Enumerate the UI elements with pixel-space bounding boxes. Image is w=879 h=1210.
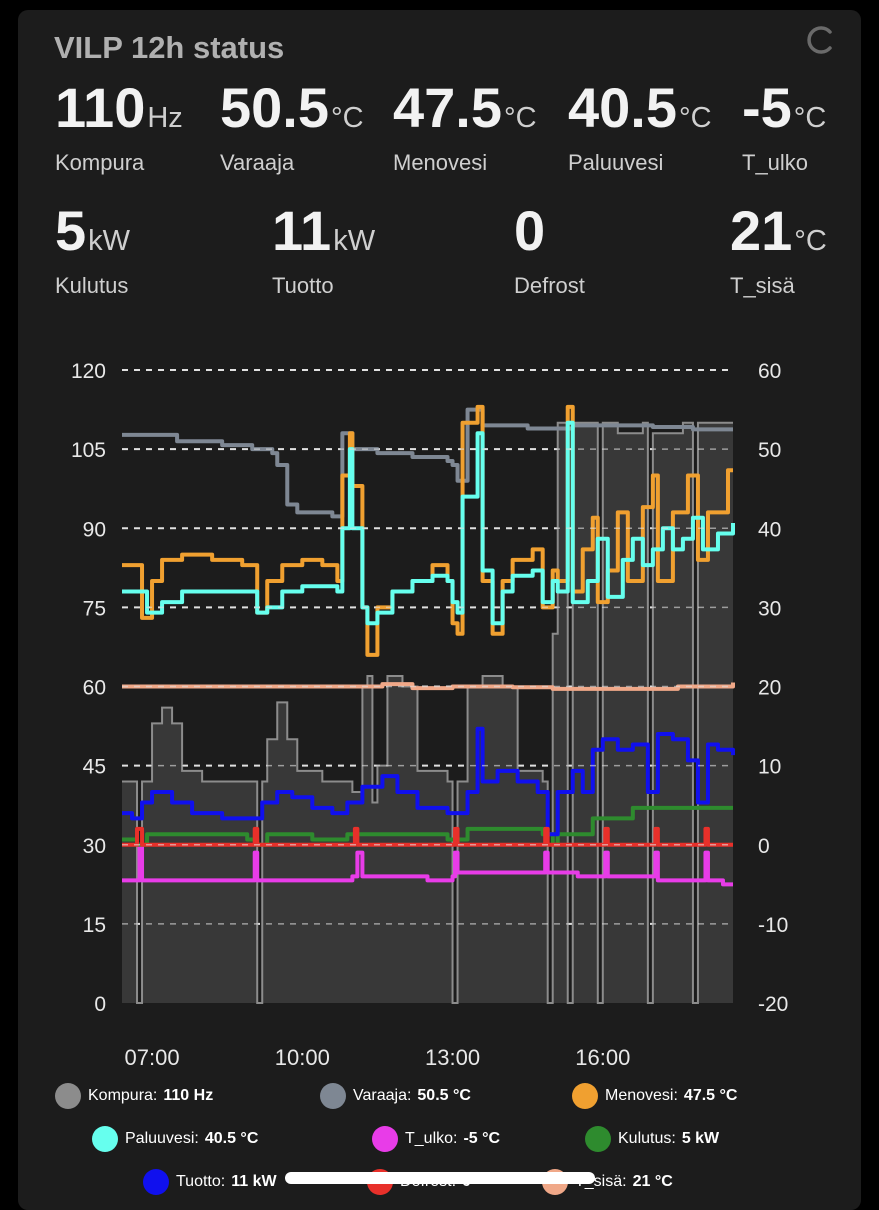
series-kompura-line [122,421,733,1004]
legend-dot-icon [143,1169,169,1195]
series-menovesi-line [122,404,733,657]
legend-item-kompura[interactable]: Kompura: 110 Hz [55,1083,213,1109]
series-kompura-area [122,422,733,1003]
x-tick-label: 16:00 [575,1045,630,1070]
home-indicator[interactable] [285,1172,595,1184]
y-right-tick-label: 40 [758,518,781,541]
series-tuotto-line [122,726,735,837]
stat-label: Varaaja [220,150,295,175]
stat-paluuvesi: 40.5°C Paluuvesi [568,80,712,176]
legend-dot-icon [585,1126,611,1152]
stat-t_sisä: 21°C T_sisä [730,203,827,299]
y-left-tick-label: 120 [71,360,106,383]
stat-varaaja: 50.5°C Varaaja [220,80,364,176]
stat-unit: °C [794,225,827,257]
legend-dot-icon [92,1126,118,1152]
series-varaaja-line [122,407,733,519]
stat-label: Menovesi [393,150,488,175]
legend-item-paluuvesi[interactable]: Paluuvesi: 40.5 °C [92,1126,258,1152]
stat-defrost: 0 Defrost [514,203,585,299]
y-left-tick-label: 90 [83,518,106,541]
loading-spinner-icon[interactable] [806,26,834,54]
legend-item-t-ulko[interactable]: T_ulko: -5 °C [372,1126,500,1152]
stat-label: T_sisä [730,273,795,298]
legend-item-menovesi[interactable]: Menovesi: 47.5 °C [572,1083,737,1109]
stat-label: Kulutus [55,273,129,298]
stat-value: 40.5 [568,76,677,139]
stat-value: 11 [272,199,332,262]
stat-unit: kW [333,225,376,257]
y-right-tick-label: 0 [758,835,770,858]
y-right-tick-label: 50 [758,439,781,462]
stat-kulutus: 5kW Kulutus [55,203,130,299]
stat-value: 0 [514,199,546,262]
y-left-tick-label: 60 [83,677,106,700]
legend-value: 11 kW [231,1173,277,1190]
stat-unit: kW [88,225,131,257]
legend-value: 40.5 °C [204,1130,259,1147]
legend-item-varaaja[interactable]: Varaaja: 50.5 °C [320,1083,471,1109]
legend-label: Varaaja: [353,1087,412,1104]
legend-dot-icon [55,1083,81,1109]
y-right-tick-label: 10 [758,756,781,779]
legend-value: 21 °C [632,1173,673,1190]
series-t-sis--line [122,682,735,691]
card-title: VILP 12h status [54,30,285,65]
stat-value: -5 [742,76,792,139]
legend-label: T_ulko: [405,1130,458,1147]
y-left-tick-label: 75 [83,597,106,620]
y-right-tick-label: 60 [758,360,781,383]
legend-item-kulutus[interactable]: Kulutus: 5 kW [585,1126,719,1152]
stat-unit: °C [504,102,537,134]
legend-value: -5 °C [463,1130,501,1147]
legend-label: Menovesi: [605,1087,678,1104]
series-t-ulko-line [122,842,733,887]
stat-value: 5 [55,199,87,262]
legend-dot-icon [572,1083,598,1109]
legend-value: 110 Hz [163,1087,214,1104]
stat-value: 50.5 [220,76,329,139]
legend-dot-icon [372,1126,398,1152]
legend-item-tuotto[interactable]: Tuotto: 11 kW [143,1169,277,1195]
stat-label: T_ulko [742,150,809,175]
y-right-tick-label: 20 [758,677,781,700]
y-right-tick-label: -20 [758,993,788,1016]
y-left-tick-label: 45 [83,756,106,779]
stat-label: Kompura [55,150,145,175]
legend-dot-icon [320,1083,346,1109]
x-tick-label: 10:00 [275,1045,330,1070]
stat-unit: °C [331,102,364,134]
stat-t_ulko: -5°C T_ulko [742,80,826,176]
legend-label: Kompura: [88,1087,158,1104]
y-left-tick-label: 0 [94,993,106,1016]
stat-value: 21 [730,199,793,262]
stat-label: Defrost [514,273,585,298]
legend-value: 50.5 °C [417,1087,471,1104]
stat-unit: °C [793,102,827,134]
y-left-tick-label: 15 [83,914,106,937]
y-left-tick-label: 30 [83,835,106,858]
stat-unit: °C [679,102,712,134]
stat-menovesi: 47.5°C Menovesi [393,80,537,176]
x-tick-label: 13:00 [425,1045,480,1070]
legend-label: Kulutus: [618,1130,676,1147]
series-kulutus-line [122,805,733,847]
y-left-tick-label: 105 [71,439,106,462]
x-tick-label: 07:00 [125,1045,180,1070]
y-right-tick-label: 30 [758,597,781,620]
stat-value: 47.5 [393,76,502,139]
history-chart: 120 60 105 50 90 40 75 30 60 20 45 10 30 0 15 -10 0 -20 07… [71,360,788,1070]
stat-kompura: 110Hz Kompura [55,80,183,176]
y-right-tick-label: -10 [758,914,788,937]
stat-value: 110 [55,76,146,139]
legend-value: 47.5 °C [683,1087,738,1104]
stat-unit: Hz [147,102,183,134]
legend-value: 5 kW [681,1130,720,1147]
series-paluuvesi-line [122,420,735,626]
stat-label: Tuotto [272,273,334,298]
legend-label: Paluuvesi: [125,1130,199,1147]
stat-tuotto: 11kW Tuotto [272,203,375,299]
stat-label: Paluuvesi [568,150,664,175]
legend-label: Tuotto: [176,1173,226,1190]
